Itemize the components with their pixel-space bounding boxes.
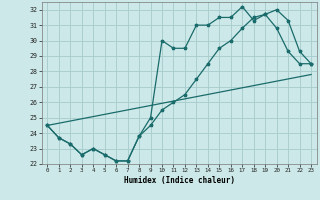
X-axis label: Humidex (Indice chaleur): Humidex (Indice chaleur) xyxy=(124,176,235,185)
